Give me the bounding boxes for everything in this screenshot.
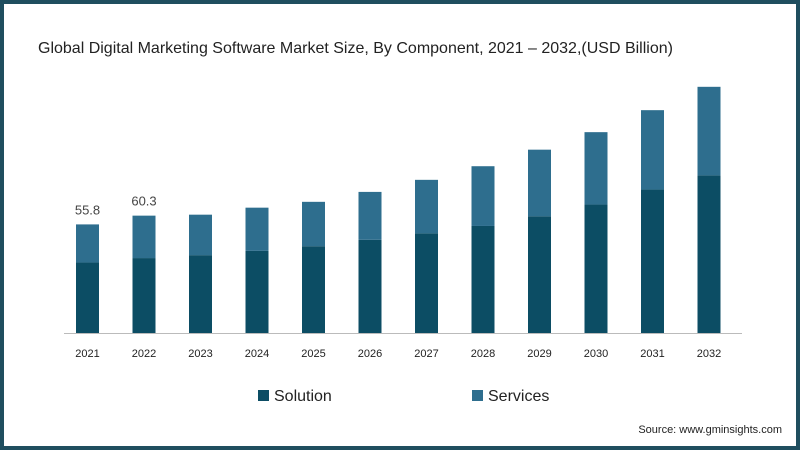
bar-services-2029 [528,149,551,217]
bar-services-2030 [584,132,608,205]
x-tick-label-2028: 2028 [471,348,495,360]
total-label-2022: 60.3 [131,194,156,209]
x-tick-label-2025: 2025 [301,348,325,360]
chart-title: Global Digital Marketing Software Market… [38,40,673,57]
bar-solution-2024 [245,250,269,333]
bar-services-2023 [189,214,212,256]
bar-solution-2025 [302,246,325,333]
bar-solution-2028 [471,225,495,333]
bar-solution-2030 [584,204,608,333]
legend-swatch-services [472,390,483,401]
bar-solution-2026 [358,239,382,333]
x-tick-label-2024: 2024 [245,348,269,360]
bar-services-2025 [302,201,325,247]
stacked-bar-chart: 55.8 2021 60.3 2022 2023 2024 2025 2026 2027 2028… [64,86,742,405]
total-label-2021: 55.8 [75,202,100,217]
bar-services-2026 [358,191,382,240]
bar-services-2027 [415,179,438,234]
x-tick-label-2021: 2021 [75,348,99,360]
source-note: Source: www.gminsights.com [638,424,782,436]
x-tick-label-2026: 2026 [358,348,382,360]
bar-services-2024 [245,207,269,251]
x-tick-label-2030: 2030 [584,348,608,360]
bar-solution-2023 [189,255,212,333]
x-tick-label-2022: 2022 [132,348,156,360]
bar-services-2021 [76,224,99,263]
x-tick-label-2029: 2029 [527,348,551,360]
legend-label-solution: Solution [274,388,332,405]
bar-services-2032 [697,86,721,176]
chart-frame: Global Digital Marketing Software Market… [4,4,796,446]
legend-swatch-solution [258,390,269,401]
bar-services-2028 [471,166,495,226]
bar-services-2022 [132,215,156,259]
bar-solution-2029 [528,216,551,333]
bar-solution-2032 [697,175,721,333]
bar-solution-2021 [76,262,99,333]
bar-solution-2027 [415,233,438,333]
x-tick-label-2027: 2027 [414,348,438,360]
x-tick-label-2031: 2031 [640,348,664,360]
bar-solution-2022 [132,258,156,333]
legend-label-services: Services [488,388,549,405]
bar-services-2031 [641,110,664,190]
bar-solution-2031 [641,189,664,333]
x-tick-label-2032: 2032 [697,348,721,360]
x-tick-label-2023: 2023 [188,348,212,360]
